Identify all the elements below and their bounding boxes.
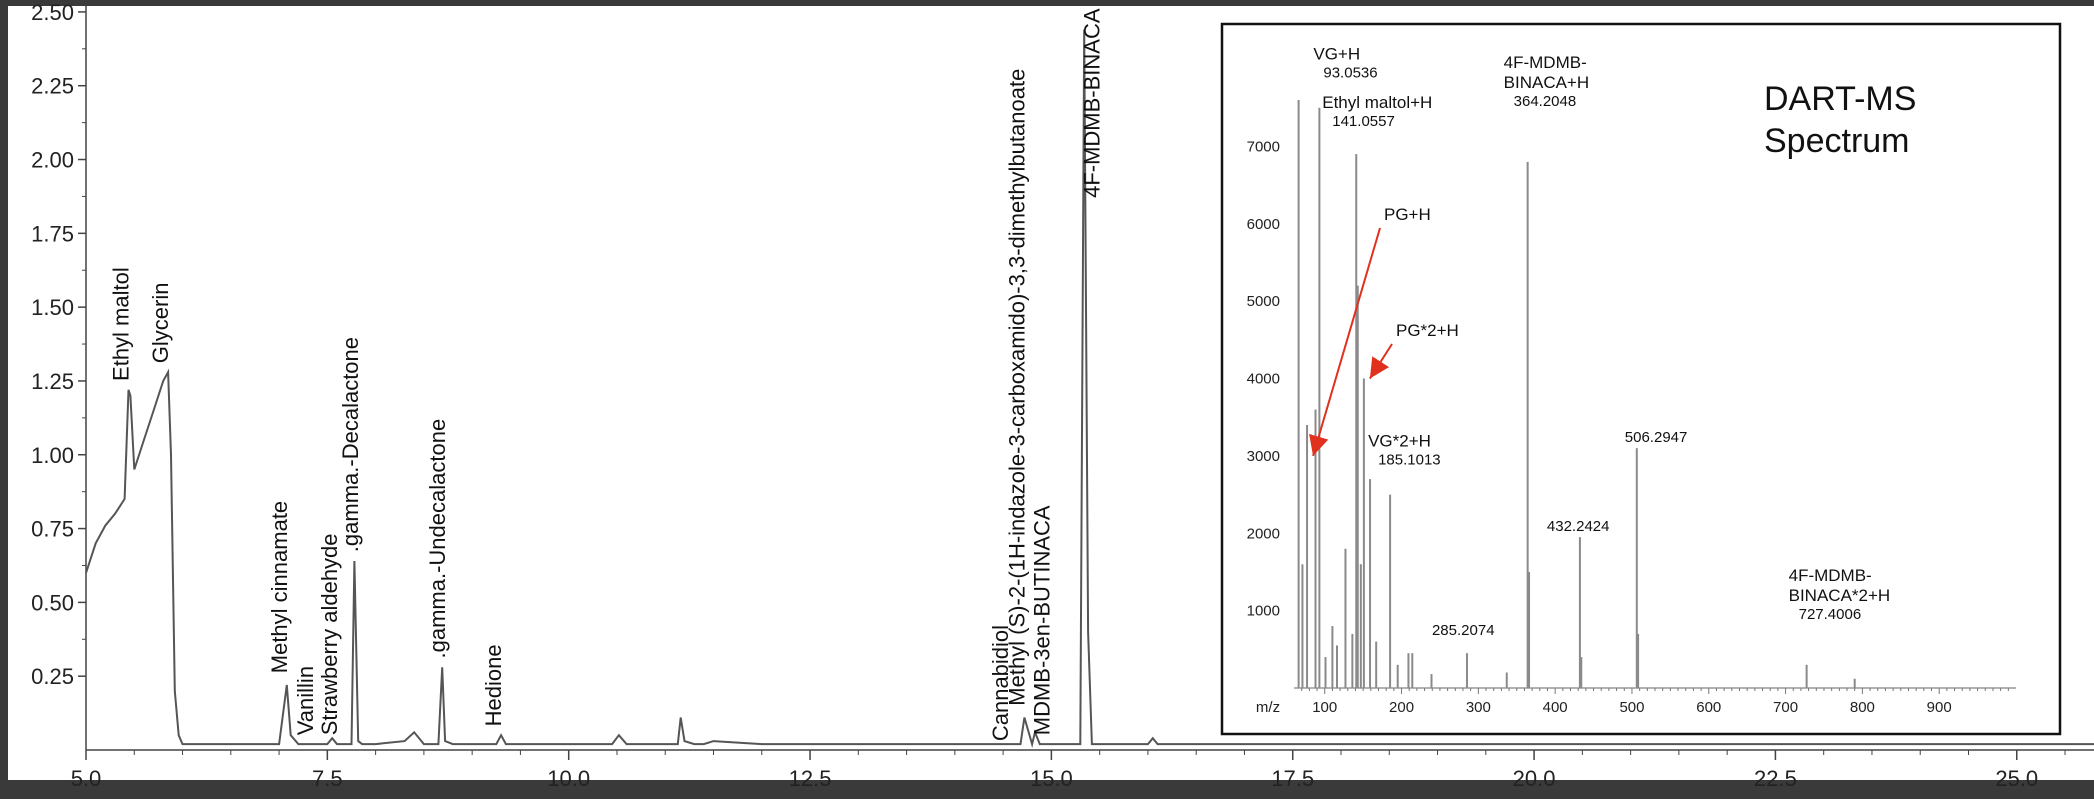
x-tick-label: 22.5 xyxy=(1754,766,1797,791)
peak-label: Ethyl maltol xyxy=(108,267,133,381)
inset-x-tick-label: 200 xyxy=(1389,699,1414,716)
peak-label: MDMB-3en-BUTINACA xyxy=(1029,505,1054,735)
x-tick-label: 5.0 xyxy=(71,766,102,791)
peak-annotation-name: VG+H xyxy=(1313,45,1360,64)
top-edge-bar xyxy=(0,0,2094,6)
y-tick-label: 2.25 xyxy=(31,74,74,99)
peak-label: Hedione xyxy=(481,644,506,726)
inset-x-tick-label: 400 xyxy=(1543,699,1568,716)
inset-title-line2: Spectrum xyxy=(1764,122,1910,160)
inset-y-tick-label: 2000 xyxy=(1247,525,1280,542)
peak-label: Strawberry aldehyde xyxy=(317,533,342,735)
inset-x-tick-label: 100 xyxy=(1312,699,1337,716)
x-tick-label: 20.0 xyxy=(1513,766,1556,791)
inset-y-tick-label: 5000 xyxy=(1247,293,1280,310)
inset-y-tick-label: 7000 xyxy=(1247,138,1280,155)
inset-frame xyxy=(1220,22,2062,736)
peak-annotation-name: BINACA*2+H xyxy=(1789,586,1891,605)
dart-ms-inset: 100 200 300 400 500 600 700 800 900 m/z 1000 2000 30… xyxy=(1220,22,2062,736)
peak-annotation-value: 185.1013 xyxy=(1378,452,1441,469)
inset-x-tick-label: 600 xyxy=(1696,699,1721,716)
y-tick-label: 1.50 xyxy=(31,295,74,320)
peak-annotation-name: 4F-MDMB- xyxy=(1789,566,1872,585)
peak-annotation-name: Ethyl maltol+H xyxy=(1322,93,1432,112)
y-tick-label: 1.75 xyxy=(31,221,74,246)
peak-annotation-value: 285.2074 xyxy=(1432,622,1495,639)
inset-y-tick-label: 6000 xyxy=(1247,216,1280,233)
peak-annotation-value: 506.2947 xyxy=(1625,429,1688,446)
inset-x-axis-label: m/z xyxy=(1256,699,1280,716)
inset-y-tick-label: 4000 xyxy=(1247,371,1280,388)
x-tick-label: 10.0 xyxy=(547,766,590,791)
x-tick-label: 7.5 xyxy=(312,766,343,791)
chromatogram-plot: 0.25 0.50 0.75 1.00 1.25 1.50 1.75 2.00 2.25 2.50… xyxy=(31,0,2094,791)
y-tick-label: 2.50 xyxy=(31,0,74,25)
peak-annotation-name: 4F-MDMB- xyxy=(1504,53,1587,72)
peak-label: Cannabidiol xyxy=(988,625,1013,741)
peak-label: 4F-MDMB-BINACA xyxy=(1080,8,1105,198)
peak-annotation-value: 93.0536 xyxy=(1323,65,1377,82)
x-tick-label: 25.0 xyxy=(1995,766,2038,791)
peak-label: Methyl cinnamate xyxy=(267,501,292,673)
peak-annotation-value: 364.2048 xyxy=(1514,93,1577,110)
inset-y-tick-label: 1000 xyxy=(1247,603,1280,620)
inset-x-tick-label: 500 xyxy=(1619,699,1644,716)
peak-label: Glycerin xyxy=(148,283,173,364)
red-arrow xyxy=(1369,343,1393,380)
inset-x-tick-label: 700 xyxy=(1773,699,1798,716)
peak-annotation-value: 432.2424 xyxy=(1547,518,1610,535)
arrow-label: PG+H xyxy=(1384,205,1431,224)
y-tick-label: 0.25 xyxy=(31,664,74,689)
peak-label: Methyl (S)-2-(1H-indazole-3-carboxamido)… xyxy=(1004,69,1029,706)
y-tick-label: 0.50 xyxy=(31,590,74,615)
x-tick-label: 15.0 xyxy=(1030,766,1073,791)
peak-label: Vanillin xyxy=(293,666,318,735)
x-tick-label: 12.5 xyxy=(789,766,832,791)
peak-annotation-value: 727.4006 xyxy=(1799,606,1862,623)
arrow-label: PG*2+H xyxy=(1396,321,1459,340)
y-tick-label: 0.75 xyxy=(31,517,74,542)
y-tick-label: 2.00 xyxy=(31,148,74,173)
peak-label: .gamma.-Decalactone xyxy=(338,337,363,552)
peak-annotation-value: 141.0557 xyxy=(1332,113,1395,130)
inset-title-line1: DART-MS xyxy=(1764,80,1916,118)
peak-label: .gamma.-Undecalactone xyxy=(425,419,450,659)
bottom-edge-bar xyxy=(0,780,2094,799)
y-tick-label: 1.00 xyxy=(31,443,74,468)
inset-x-tick-label: 800 xyxy=(1850,699,1875,716)
inset-x-tick-label: 300 xyxy=(1466,699,1491,716)
left-edge-bar xyxy=(0,0,8,799)
red-arrow xyxy=(1309,227,1381,457)
inset-y-tick-label: 3000 xyxy=(1247,448,1280,465)
peak-annotation-name: VG*2+H xyxy=(1368,432,1431,451)
inset-x-tick-label: 900 xyxy=(1927,699,1952,716)
y-tick-label: 1.25 xyxy=(31,369,74,394)
chromatogram-trace xyxy=(85,29,2094,748)
x-tick-label: 17.5 xyxy=(1271,766,1314,791)
peak-annotation-name: BINACA+H xyxy=(1504,73,1590,92)
